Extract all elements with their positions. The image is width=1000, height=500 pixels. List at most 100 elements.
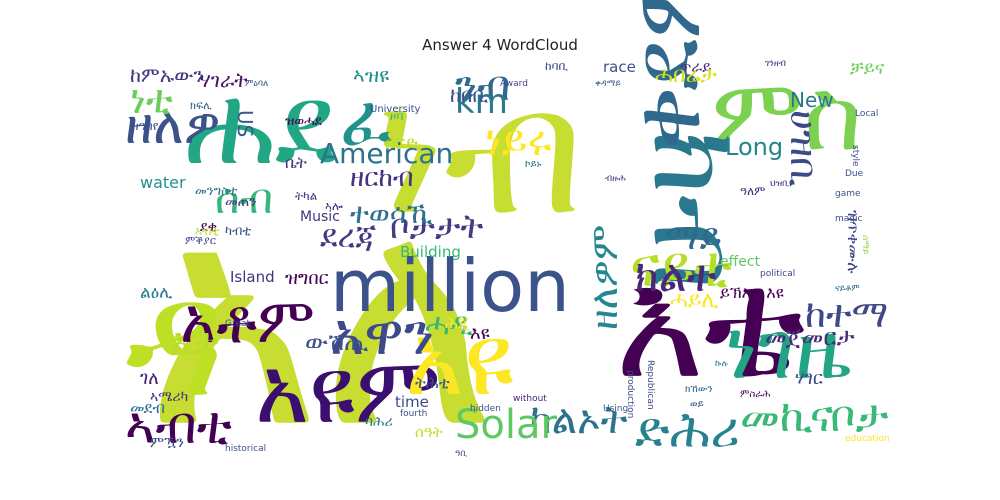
word-28: ሀዝቢ xyxy=(782,110,826,188)
word-76: ትካል xyxy=(295,189,318,203)
word-108: ኩሉ xyxy=(715,359,728,369)
word-97: education xyxy=(845,434,890,444)
word-80: ዓለም xyxy=(740,184,766,198)
word-82: ኣሎ xyxy=(325,199,343,213)
word-56: Island xyxy=(230,268,275,286)
word-98: game xyxy=(835,189,861,199)
word-88: Award xyxy=(500,79,528,89)
word-40: ውሽጢ xyxy=(305,328,369,356)
word-116: ወይ xyxy=(690,399,704,410)
word-93: fourth xyxy=(400,409,428,419)
word-58: ልዕሊ xyxy=(140,283,173,303)
word-94: hidden xyxy=(470,404,501,414)
word-44: ቦርድ xyxy=(385,133,418,154)
word-33: km xyxy=(455,82,508,122)
word-99: magic xyxy=(835,214,863,224)
word-4: ምስ xyxy=(710,56,863,173)
word-50: ከበቢ xyxy=(450,83,489,107)
word-60: time xyxy=(395,393,429,411)
word-11: ፈ xyxy=(340,79,393,161)
word-19: ኣብቲ xyxy=(125,396,232,456)
word-3: ሐደ xyxy=(185,61,336,191)
word-87: University xyxy=(370,104,421,115)
word-84: ምቕያር xyxy=(185,234,216,247)
word-36: ሓዲ xyxy=(425,307,474,342)
word-29: ማይ xyxy=(665,217,722,258)
word-31: ቦታታት xyxy=(390,207,484,247)
word-109: ህዝቢ xyxy=(770,179,790,189)
word-52: ቤት xyxy=(285,153,307,172)
word-6: ዳ xyxy=(125,246,226,433)
word-53: መጠን xyxy=(225,194,257,210)
word-89: Republican xyxy=(645,360,655,410)
word-79: ከባቢ xyxy=(545,59,568,73)
word-30: ደረጃ xyxy=(320,217,377,255)
word-18: ንብ xyxy=(455,61,511,110)
word-13: አቶም xyxy=(180,284,315,357)
word-51: US xyxy=(233,110,257,138)
word-72: ኣሜሪካ xyxy=(150,389,189,405)
word-59: Building xyxy=(400,243,461,261)
word-106: ምዕባለ xyxy=(245,79,269,89)
word-95: without xyxy=(513,394,547,404)
word-112: እዩ xyxy=(470,323,490,344)
word-37: ዘርከብ xyxy=(350,163,414,193)
word-32: ነቲ xyxy=(130,77,173,123)
word-86: ኮይኑ xyxy=(525,159,542,170)
word-17: ናይቲ xyxy=(630,235,732,300)
word-0: አለ xyxy=(145,145,497,494)
word-21: መኪናቦታ xyxy=(740,391,889,442)
word-114: ቀዳማይ xyxy=(595,79,621,89)
word-2: እቴ xyxy=(615,238,806,412)
word-20: ድሕሪ xyxy=(635,401,740,459)
word-77: ዝወሓደ xyxy=(285,114,322,129)
word-cloud: አለ ነብ እቴ ሐደ ምስ አዩም ዳ አዩ ክብ million ቀደም ፈ ነገዜ አቶም አዋን ዘለ… xyxy=(125,0,890,470)
word-27: ዘለዎም xyxy=(582,224,626,330)
word-49: ኣዝዩ xyxy=(353,63,390,87)
word-62: ሰዓት xyxy=(415,423,443,441)
word-100: Local xyxy=(855,109,879,119)
word-119: ዘሎ xyxy=(745,339,759,349)
word-113: ዓቢ xyxy=(455,449,468,459)
chart-title: Answer 4 WordCloud xyxy=(422,36,578,54)
word-111: ሕጂ xyxy=(445,313,470,332)
word-14: አዋን xyxy=(330,300,435,368)
word-83: ዞባ xyxy=(390,109,404,123)
word-74: ካብቲ xyxy=(225,224,252,239)
word-117: ክኸውን xyxy=(685,384,713,395)
word-118: ምስራሕ xyxy=(740,389,771,400)
word-34: American xyxy=(320,137,454,170)
word-105: ገንዘብ xyxy=(765,59,786,69)
word-15: ዘለዎ xyxy=(125,96,221,156)
word-24: ከተማ xyxy=(805,292,889,336)
word-104: ሰማይ xyxy=(860,235,870,255)
word-75: መንግስቲ xyxy=(195,184,238,199)
word-16: ሰብ xyxy=(215,174,274,223)
word-66: ሃገር xyxy=(795,368,823,389)
word-101: style xyxy=(850,145,860,167)
word-42: ሃገራት xyxy=(200,68,248,92)
word-35: እታ xyxy=(170,322,219,363)
word-55: Music xyxy=(300,209,340,225)
word-41: Long xyxy=(725,133,784,161)
word-81: ኣብቲ xyxy=(195,224,220,238)
word-103: Great xyxy=(225,319,251,329)
word-65: effect xyxy=(720,254,761,270)
word-71: ምዃን xyxy=(150,433,184,451)
word-22: ካልኦት xyxy=(530,397,628,443)
word-45: race xyxy=(603,58,636,76)
word-107: ናይቶም xyxy=(835,284,860,294)
word-12: ነገዜ xyxy=(725,303,851,398)
word-9: million xyxy=(330,244,570,328)
word-102: Due xyxy=(845,169,864,179)
word-25: Solar xyxy=(455,402,557,448)
word-54: water xyxy=(140,173,186,192)
word-47: ሓበሬታ xyxy=(655,63,717,88)
word-78: ዝዓበየ xyxy=(130,119,159,133)
word-61: ትሕቲ xyxy=(415,373,450,392)
word-69: ገለ xyxy=(140,368,159,389)
word-23: ክልተ xyxy=(635,251,717,302)
word-63: ባሕሪ xyxy=(365,414,393,430)
word-43: ከምኡውን xyxy=(130,63,204,87)
word-48: New xyxy=(790,88,834,112)
